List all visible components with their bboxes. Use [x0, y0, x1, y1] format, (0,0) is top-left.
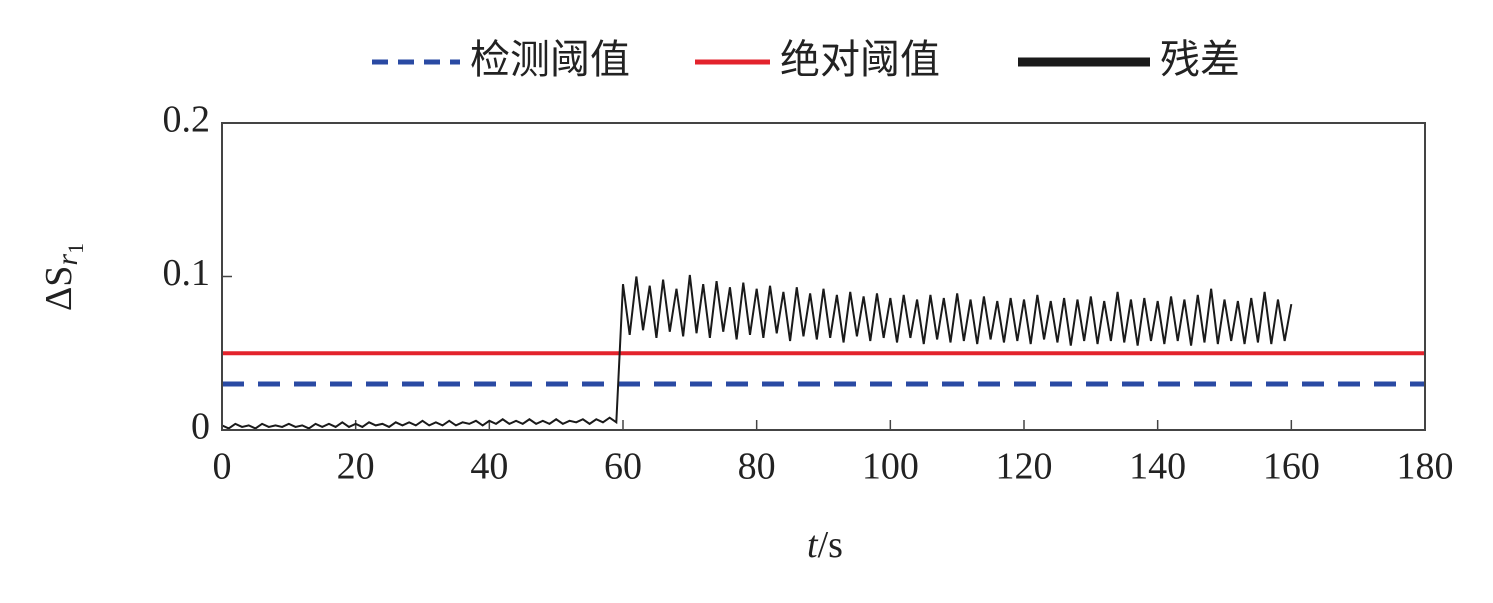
plot-frame — [221, 122, 1426, 431]
x-tick-label: 180 — [1397, 446, 1454, 488]
y-tick-label: 0.1 — [163, 252, 211, 294]
series-line — [221, 274, 1293, 430]
legend-label: 检测阈值 — [470, 37, 630, 83]
x-tick-label: 20 — [337, 446, 375, 488]
y-label-sub: r — [51, 254, 84, 266]
x-tick-label: 100 — [862, 446, 919, 488]
y-label-subsub: 1 — [63, 243, 88, 254]
x-axis-label: t/s — [807, 524, 843, 566]
legend-label: 残差 — [1160, 37, 1240, 83]
x-label-var: t — [807, 524, 819, 566]
x-label-unit: /s — [818, 524, 843, 566]
y-label-main: ΔS — [38, 266, 80, 312]
y-tick-label: 0.2 — [163, 99, 211, 141]
y-axis-label: ΔSr1 — [38, 243, 88, 311]
legend-label: 绝对阈值 — [780, 37, 940, 83]
x-tick-label: 0 — [213, 446, 232, 488]
x-tick-label: 40 — [470, 446, 508, 488]
x-tick-label: 120 — [996, 446, 1053, 488]
x-tick-label: 160 — [1263, 446, 1320, 488]
y-tick-label: 0 — [191, 406, 210, 448]
x-tick-label: 60 — [604, 446, 642, 488]
x-tick-label: 80 — [738, 446, 776, 488]
x-tick-label: 140 — [1129, 446, 1186, 488]
